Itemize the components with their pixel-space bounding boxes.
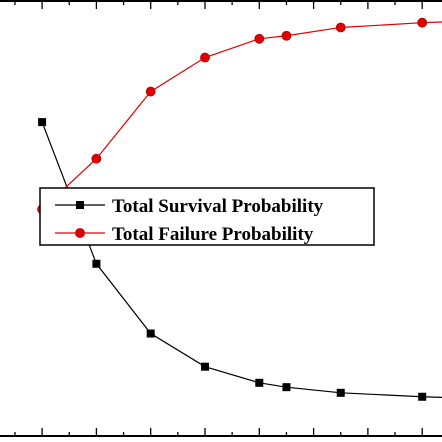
legend-label-failure: Total Failure Probability: [112, 224, 314, 245]
legend-marker-failure: [75, 228, 85, 238]
failure-point: [281, 30, 292, 41]
series-line-survival: [41, 121, 442, 398]
survival-point: [418, 392, 427, 401]
failure-point: [417, 17, 428, 28]
legend-marker-survival: [76, 201, 84, 209]
legend-box: [39, 187, 375, 246]
survival-point: [336, 388, 345, 397]
failure-point: [91, 153, 102, 164]
failure-point: [200, 52, 210, 63]
legend: Total Survival Probability Total Failure…: [39, 187, 375, 246]
series-line-failure: [41, 21, 442, 210]
survival-point: [201, 362, 209, 371]
survival-point: [92, 259, 101, 268]
failure-point: [335, 22, 346, 33]
series-survival: [38, 118, 442, 401]
legend-item-failure: Total Failure Probability: [55, 224, 314, 245]
axis-ticks: [14, 1, 423, 436]
legend-item-survival: Total Survival Probability: [55, 196, 324, 217]
failure-point: [145, 86, 156, 97]
survival-point: [38, 118, 47, 127]
survival-point: [146, 329, 155, 338]
legend-label-survival: Total Survival Probability: [112, 196, 324, 217]
failure-point: [254, 33, 265, 44]
survival-point: [255, 378, 264, 387]
series-failure: [37, 17, 442, 215]
survival-point: [282, 383, 291, 392]
